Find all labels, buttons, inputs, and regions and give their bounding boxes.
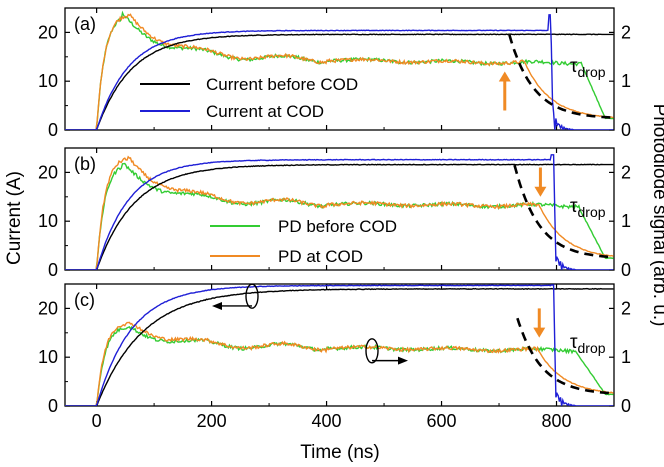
- y-right-axis-label: Photodiode signal (arb. u.): [649, 104, 664, 327]
- y-left-tick-label: 0: [48, 396, 58, 416]
- y-right-tick-label: 0: [621, 120, 631, 140]
- legend-label: Current at COD: [206, 102, 324, 121]
- y-right-tick-label: 1: [621, 71, 631, 91]
- panel-frame: [64, 147, 615, 271]
- y-left-tick-label: 20: [38, 22, 58, 42]
- y-right-tick-label: 0: [621, 396, 631, 416]
- x-axis-label: Time (ns): [300, 442, 380, 463]
- y-right-tick-label: 1: [621, 347, 631, 367]
- tau-subscript: drop: [578, 204, 606, 220]
- y-right-tick-label: 1: [621, 211, 631, 231]
- series-current-at-cod: [65, 284, 614, 406]
- panel-label: (b): [74, 154, 96, 174]
- tau-drop-label: τdrop: [570, 56, 606, 80]
- right-axis-indicator-ellipse: [365, 338, 379, 364]
- legend-label: PD at COD: [278, 247, 363, 266]
- legend-label: Current before COD: [206, 75, 358, 94]
- y-right-tick-label: 2: [621, 22, 631, 42]
- y-right-tick-label: 2: [621, 162, 631, 182]
- y-left-tick-label: 0: [48, 120, 58, 140]
- x-tick-label: 200: [197, 411, 227, 431]
- series-pd-before-cod: [65, 325, 614, 406]
- y-left-tick-label: 0: [48, 260, 58, 280]
- series-current-at-cod: [65, 154, 614, 270]
- series-pd-at-cod: [65, 155, 614, 270]
- exponential-fit-dashed: [513, 164, 613, 259]
- y-right-tick-label: 0: [621, 260, 631, 280]
- tau-drop-label: τdrop: [570, 332, 606, 356]
- left-axis-indicator-arrowhead: [212, 301, 222, 310]
- cod-arrow-head: [533, 327, 546, 338]
- x-axis: 0 200 400 600 800: [92, 411, 572, 431]
- y-left-tick-label: 10: [38, 347, 58, 367]
- x-tick-label: 0: [92, 411, 102, 431]
- tau-symbol: τ: [570, 56, 578, 77]
- right-axis-indicator-arrowhead: [398, 356, 408, 365]
- panel-b: 0 10 20 0 1 2 (b) τdrop PD before COD PD at COD: [38, 147, 631, 280]
- y-left-tick-label: 10: [38, 211, 58, 231]
- series-current-before-cod: [65, 287, 614, 406]
- x-tick-label: 600: [427, 411, 457, 431]
- cod-arrow-head: [534, 186, 547, 197]
- tau-symbol: τ: [570, 196, 578, 217]
- y-right-tick-label: 2: [621, 298, 631, 318]
- tau-subscript: drop: [578, 340, 606, 356]
- y-left-tick-label: 10: [38, 71, 58, 91]
- x-tick-label: 400: [312, 411, 342, 431]
- panel-a: 0 10 20 0 1 2 (a) τdrop Current before COD Curren…: [38, 7, 631, 140]
- series-current-before-cod: [65, 33, 614, 130]
- series-pd-at-cod: [65, 13, 614, 130]
- y-left-axis-label: Current (A): [4, 171, 25, 265]
- series-current-at-cod: [65, 14, 614, 130]
- series-pd-at-cod: [65, 321, 614, 406]
- series-group: [65, 10, 614, 130]
- legend-label: PD before COD: [278, 217, 397, 236]
- panel-frame: [64, 7, 615, 131]
- series-group: [65, 154, 614, 270]
- series-current-before-cod: [65, 163, 614, 270]
- panel-label: (a): [74, 14, 96, 34]
- exponential-fit-dashed: [508, 34, 613, 119]
- left-axis-indicator-ellipse: [245, 283, 259, 309]
- tau-subscript: drop: [578, 64, 606, 80]
- tau-drop-label: τdrop: [570, 196, 606, 220]
- y-left-tick-label: 20: [38, 162, 58, 182]
- cod-arrow-head: [498, 71, 511, 82]
- panel-c: 0 10 20 0 1 2 (c) τdrop: [38, 283, 631, 416]
- y-left-tick-label: 20: [38, 298, 58, 318]
- series-group: [65, 284, 614, 406]
- panel-label: (c): [74, 290, 95, 310]
- x-tick-label: 800: [541, 411, 571, 431]
- panel-frame: [64, 283, 615, 407]
- tau-symbol: τ: [570, 332, 578, 353]
